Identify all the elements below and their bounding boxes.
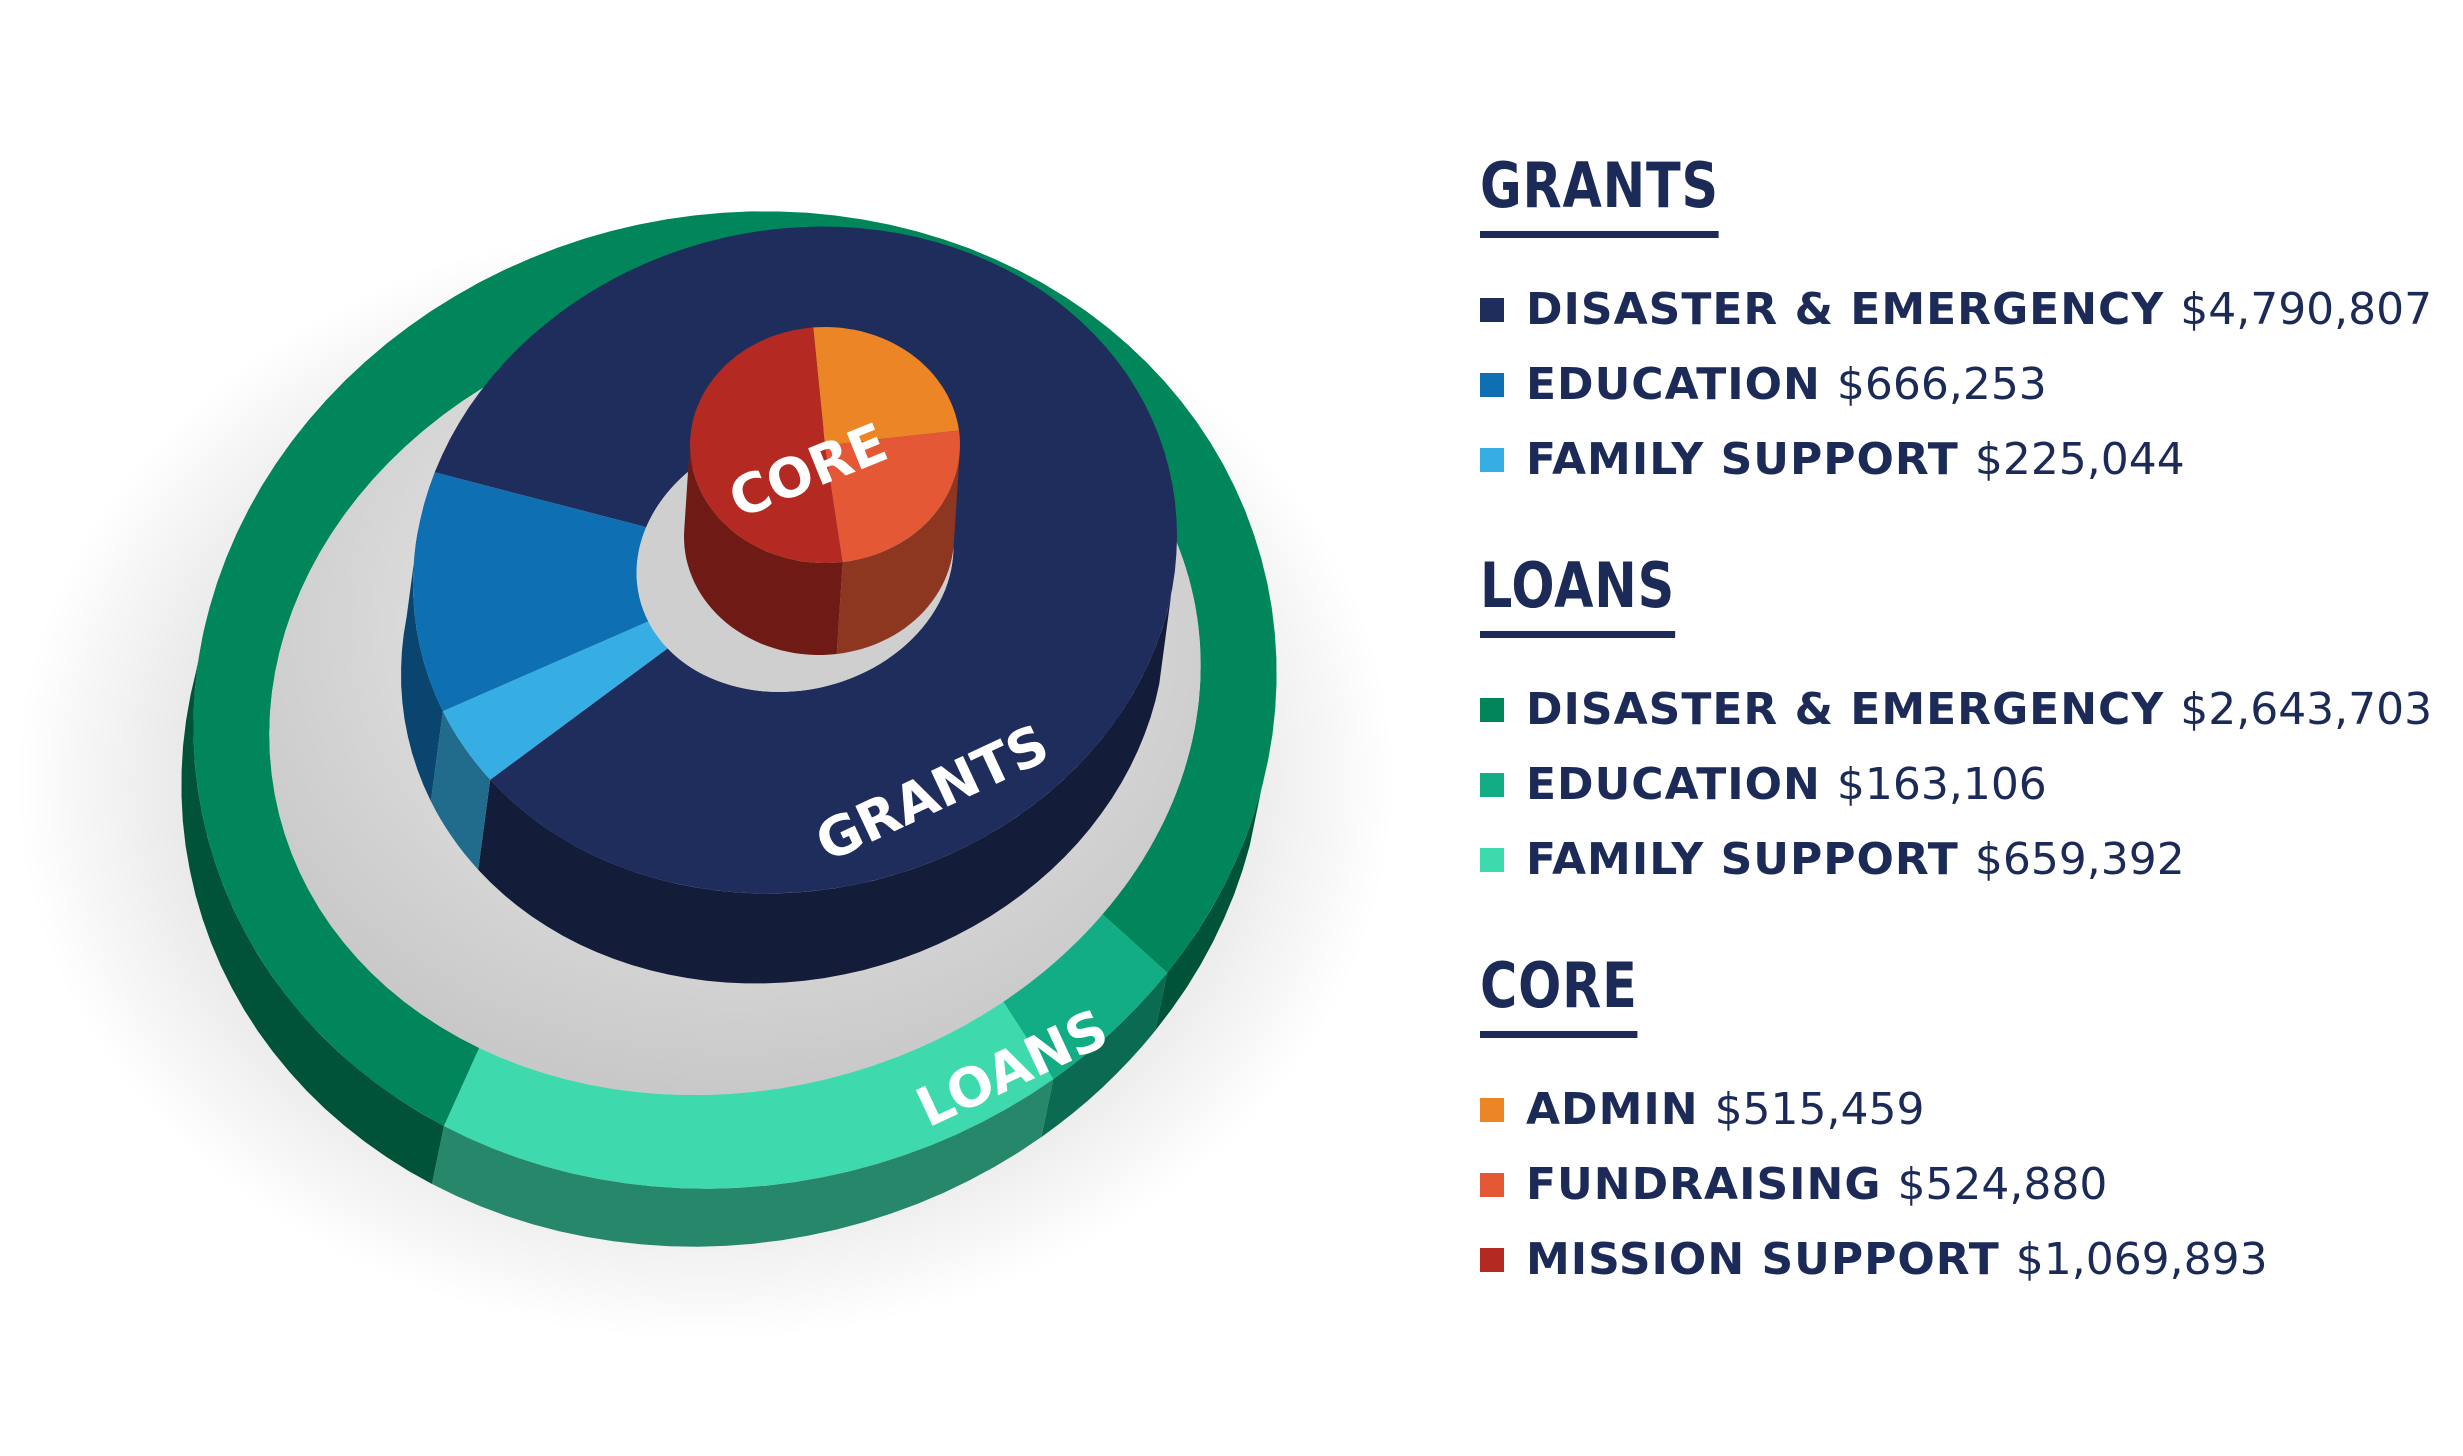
- legend-group-loans: LOANS DISASTER & EMERGENCY $2,643,703 EDUCA…: [1480, 555, 2440, 897]
- loans-slice-1: [1003, 914, 1168, 1080]
- legend-item: EDUCATION $666,253: [1480, 347, 2440, 422]
- legend-item: DISASTER & EMERGENCY $2,643,703: [1480, 672, 2440, 747]
- legend-item-label: FUNDRAISING: [1526, 1159, 1882, 1210]
- loans-side-wall: [181, 612, 444, 1184]
- legend-group-title: GRANTS: [1480, 155, 1719, 238]
- grants-side-wall: [478, 593, 1172, 984]
- core-slice-0: [813, 327, 959, 445]
- loans-side-wall: [1041, 972, 1168, 1138]
- grants-slice-2: [442, 621, 668, 780]
- legend-group-title: LOANS: [1480, 555, 1676, 638]
- legend-item: FAMILY SUPPORT $225,044: [1480, 422, 2440, 497]
- legend-item-label: EDUCATION: [1526, 359, 1821, 410]
- legend-item-label: FAMILY SUPPORT: [1526, 834, 1959, 885]
- legend-swatch: [1480, 772, 1504, 797]
- legend-swatch: [1480, 847, 1504, 872]
- legend-item: ADMIN $515,459: [1480, 1072, 2440, 1147]
- legend-swatch: [1480, 697, 1504, 722]
- legend-swatch: [1480, 447, 1504, 472]
- legend-item-label: DISASTER & EMERGENCY: [1526, 684, 2165, 735]
- legend-item: DISASTER & EMERGENCY $4,790,807: [1480, 272, 2440, 347]
- legend-item-value: $225,044: [1974, 434, 2185, 485]
- core-side-wall: [836, 453, 960, 654]
- grants-side-wall: [401, 526, 443, 802]
- grants-side-wall: [430, 711, 491, 870]
- legend-item-value: $1,069,893: [2015, 1234, 2268, 1285]
- grants-slice-0: [434, 226, 1177, 894]
- legend-item-value: $659,392: [1974, 834, 2185, 885]
- legend: GRANTS DISASTER & EMERGENCY $4,790,807 EDUC…: [1480, 155, 2440, 1355]
- legend-item: MISSION SUPPORT $1,069,893: [1480, 1222, 2440, 1297]
- loans-slice-2: [444, 1001, 1054, 1189]
- legend-item: FAMILY SUPPORT $659,392: [1480, 822, 2440, 897]
- loans-side-wall: [1155, 787, 1262, 1031]
- core-slice-2: [690, 327, 843, 563]
- legend-group-grants: GRANTS DISASTER & EMERGENCY $4,790,807 EDUC…: [1480, 155, 2440, 497]
- legend-item: FUNDRAISING $524,880: [1480, 1147, 2440, 1222]
- grants-slice-1: [413, 472, 649, 712]
- legend-item: EDUCATION $163,106: [1480, 747, 2440, 822]
- legend-item-label: DISASTER & EMERGENCY: [1526, 284, 2165, 335]
- legend-item-value: $524,880: [1897, 1159, 2108, 1210]
- legend-swatch: [1480, 1247, 1504, 1272]
- legend-item-value: $2,643,703: [2180, 684, 2433, 735]
- legend-item-value: $515,459: [1714, 1084, 1925, 1135]
- legend-item-label: MISSION SUPPORT: [1526, 1234, 2000, 1285]
- legend-item-label: FAMILY SUPPORT: [1526, 434, 1959, 485]
- legend-group-core: CORE ADMIN $515,459 FUNDRAISING $524,880 MISS…: [1480, 955, 2440, 1297]
- legend-swatch: [1480, 372, 1504, 397]
- legend-swatch: [1480, 1097, 1504, 1122]
- legend-item-label: EDUCATION: [1526, 759, 1821, 810]
- legend-swatch: [1480, 1172, 1504, 1197]
- legend-item-value: $666,253: [1836, 359, 2047, 410]
- core-slice-1: [825, 430, 960, 562]
- loans-side-wall: [432, 1079, 1054, 1247]
- core-side-wall: [684, 436, 843, 655]
- legend-item-value: $163,106: [1836, 759, 2047, 810]
- legend-swatch: [1480, 297, 1504, 322]
- legend-group-title: CORE: [1480, 955, 1638, 1038]
- legend-item-label: ADMIN: [1526, 1084, 1699, 1135]
- legend-item-value: $4,790,807: [2180, 284, 2433, 335]
